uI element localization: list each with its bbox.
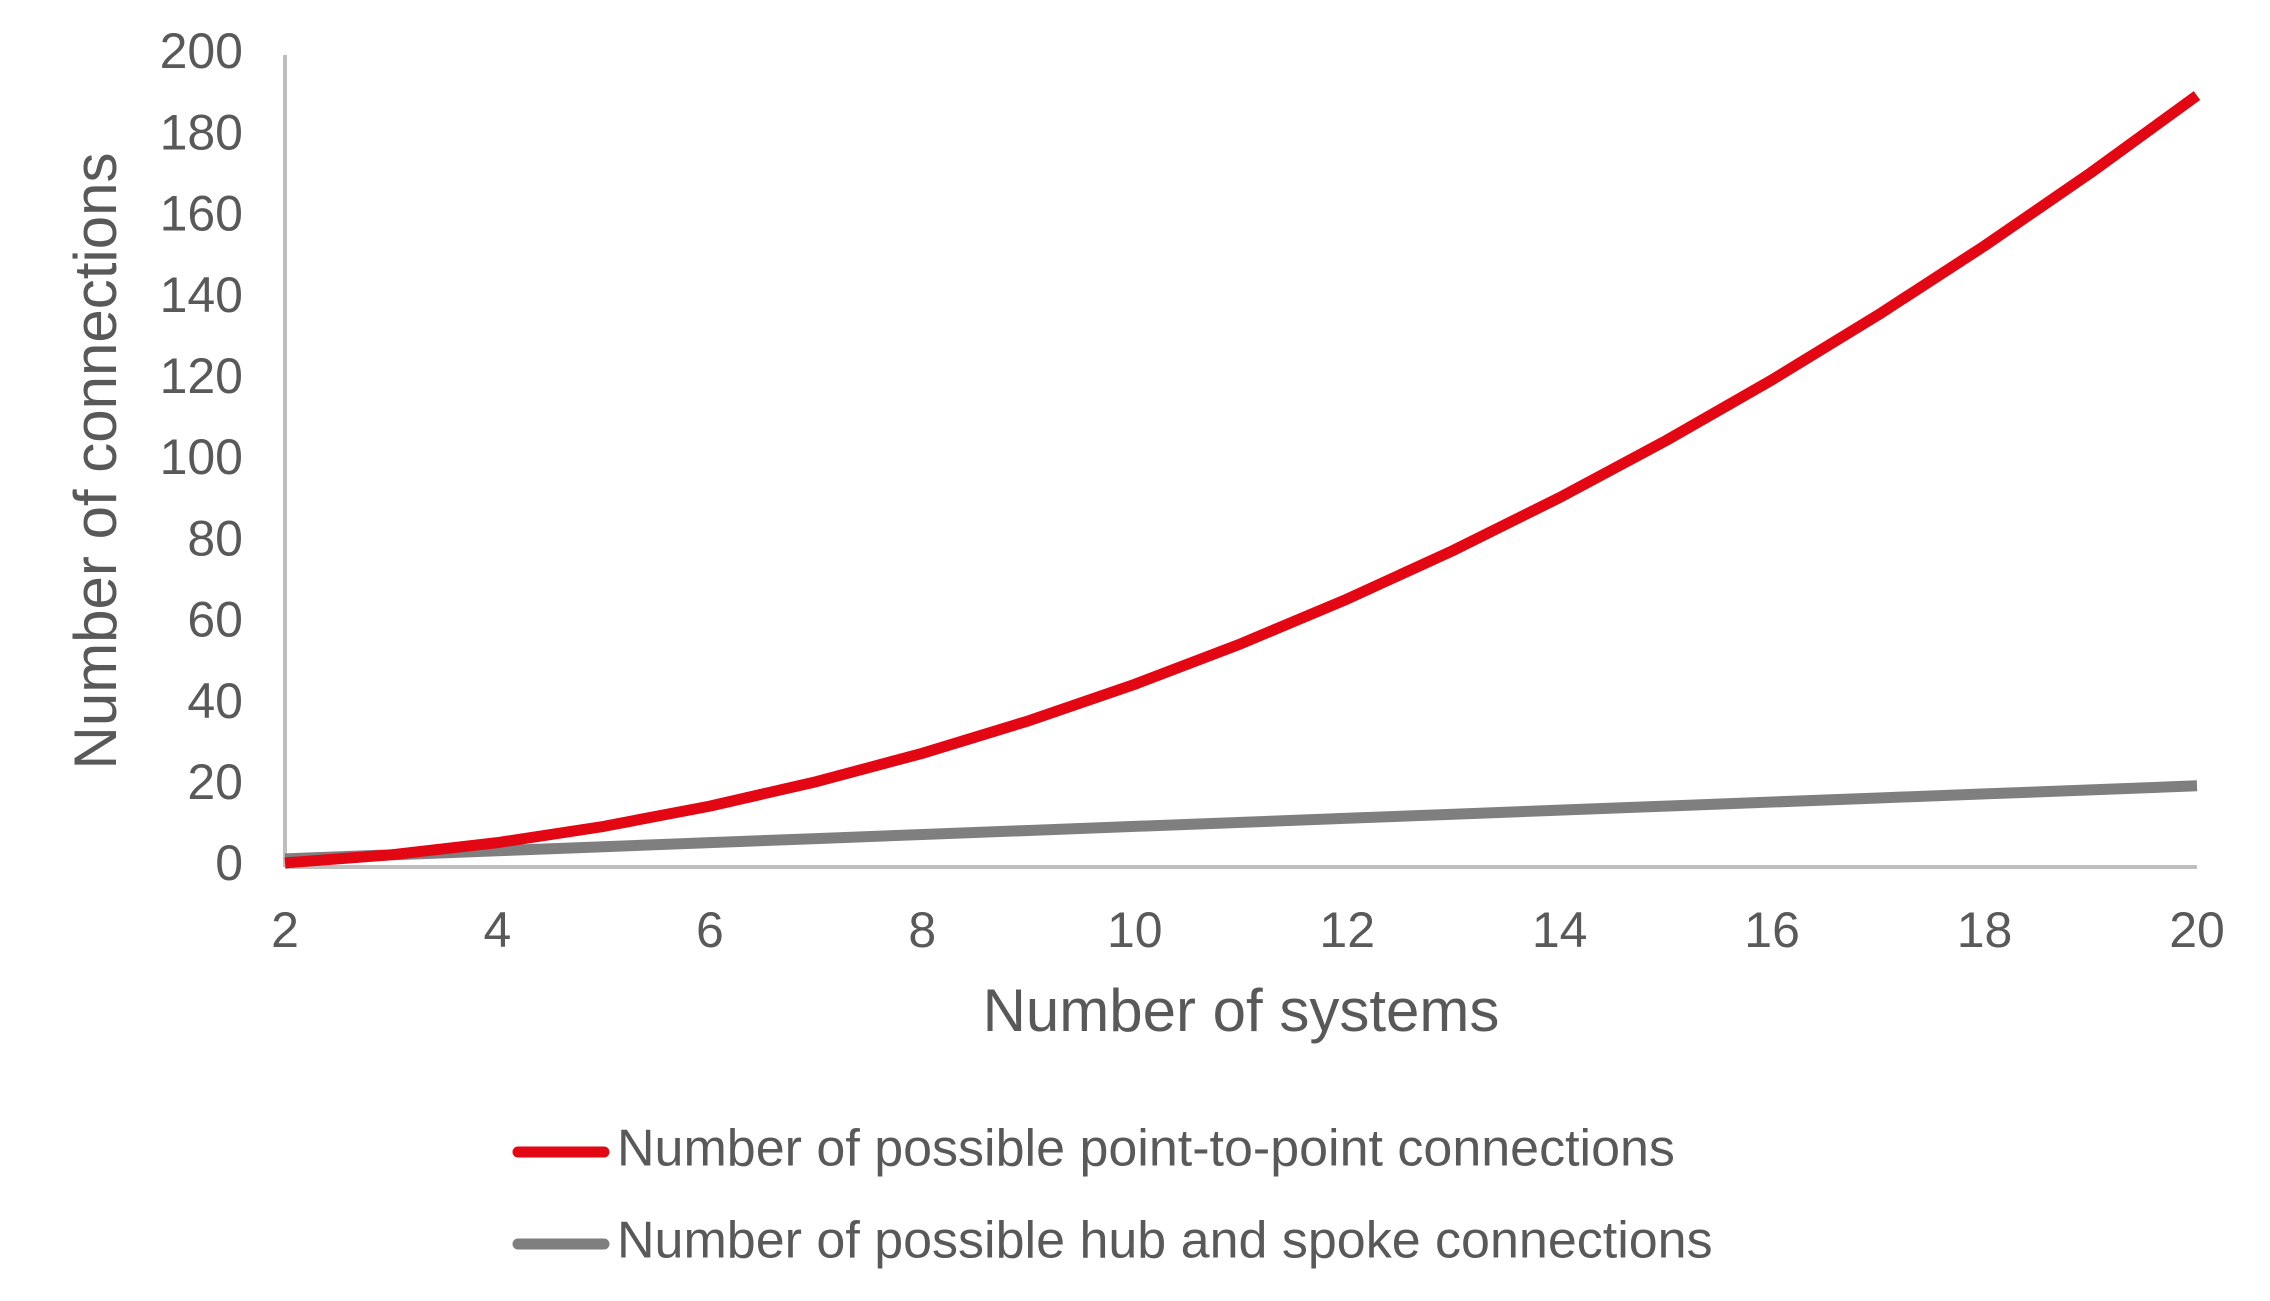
y-tick-label: 20 [187, 754, 243, 810]
y-tick-label: 200 [160, 23, 243, 79]
y-tick-label: 120 [160, 348, 243, 404]
x-tick-label: 4 [484, 902, 512, 958]
x-tick-label: 8 [908, 902, 936, 958]
y-tick-label: 100 [160, 429, 243, 485]
x-tick-label: 2 [271, 902, 299, 958]
legend-label: Number of possible hub and spoke connect… [617, 1212, 1713, 1270]
series-line [284, 780, 2198, 865]
x-tick-label: 16 [1744, 902, 1800, 958]
y-tick-label: 0 [215, 835, 243, 891]
x-tick-label: 12 [1319, 902, 1375, 958]
x-tick-label: 10 [1107, 902, 1163, 958]
y-tick-label: 40 [187, 673, 243, 729]
y-tick-label: 140 [160, 267, 243, 323]
x-axis-title: Number of systems [983, 977, 1500, 1044]
legend-label: Number of possible point-to-point connec… [617, 1120, 1675, 1178]
x-tick-label: 14 [1532, 902, 1588, 958]
x-tick-label: 20 [2169, 902, 2225, 958]
y-tick-label: 80 [187, 510, 243, 566]
y-tick-label: 180 [160, 104, 243, 160]
y-tick-label: 60 [187, 592, 243, 648]
y-tick-label: 160 [160, 186, 243, 242]
x-tick-label: 6 [696, 902, 724, 958]
x-tick-label: 18 [1957, 902, 2013, 958]
y-axis-title: Number of connections [62, 153, 129, 770]
series-line [284, 91, 2201, 869]
